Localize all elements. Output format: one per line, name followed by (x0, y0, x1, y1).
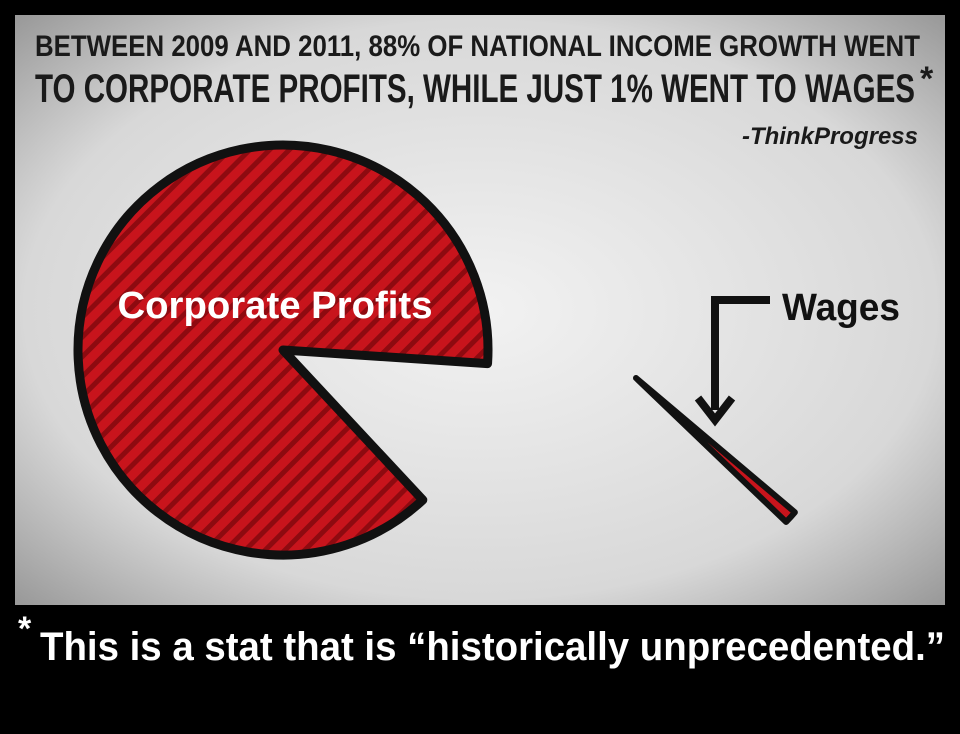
title-line: TO CORPORATE PROFITS, WHILE JUST 1% WENT… (35, 67, 915, 111)
slice-label: Wages (782, 287, 900, 329)
pie-slice (73, 140, 493, 560)
source: -ThinkProgress (742, 123, 918, 150)
arrow (711, 296, 770, 410)
pie-slice (633, 375, 798, 525)
slice-label: Corporate Profits (118, 285, 433, 327)
title-marker: * (920, 60, 934, 98)
footnote-marker: * (18, 610, 32, 648)
footnote: This is a stat that is “historically unp… (40, 625, 945, 669)
title-line: BETWEEN 2009 AND 2011, 88% OF NATIONAL I… (35, 30, 920, 63)
arrow-head (694, 395, 736, 427)
